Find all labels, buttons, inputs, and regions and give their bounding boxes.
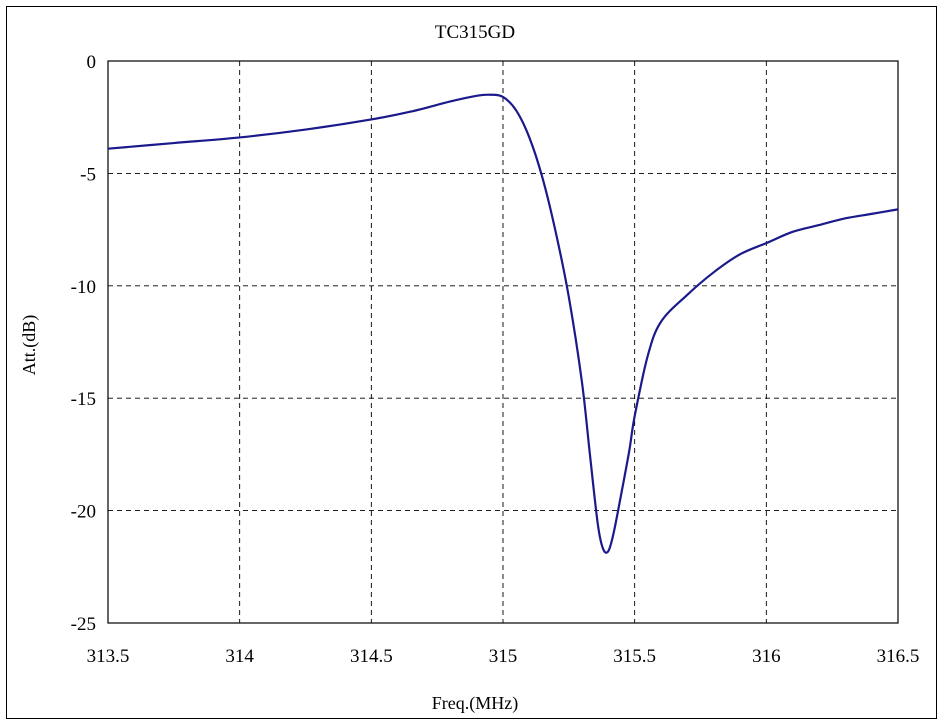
y-tick-label: -5 bbox=[80, 164, 96, 185]
grid-lines bbox=[108, 61, 898, 623]
chart-frame: TC315GD Freq.(MHz) Att.(dB) 313.5 314 314.… bbox=[6, 6, 937, 719]
y-tick-label: 0 bbox=[87, 52, 97, 73]
x-tick-label: 315.5 bbox=[613, 646, 656, 667]
attenuation-curve bbox=[107, 93, 899, 554]
y-axis-label: Att.(dB) bbox=[19, 315, 40, 376]
tick-labels: 313.5 314 314.5 315 315.5 316 316.5 0 -5 -10 -15 -2… bbox=[71, 52, 920, 667]
y-tick-label: -15 bbox=[71, 389, 96, 410]
plot-area bbox=[107, 60, 899, 624]
x-tick-label: 316.5 bbox=[877, 646, 920, 667]
x-axis-label: Freq.(MHz) bbox=[432, 693, 518, 714]
x-tick-label: 316 bbox=[752, 646, 781, 667]
y-tick-label: -20 bbox=[71, 502, 96, 523]
x-tick-label: 313.5 bbox=[87, 646, 130, 667]
y-tick-label: -10 bbox=[71, 277, 96, 298]
y-tick-label: -25 bbox=[71, 614, 96, 635]
x-tick-label: 315 bbox=[489, 646, 518, 667]
x-tick-label: 314 bbox=[225, 646, 254, 667]
chart-title: TC315GD bbox=[435, 22, 515, 43]
x-tick-label: 314.5 bbox=[350, 646, 393, 667]
attenuation-chart: TC315GD Freq.(MHz) Att.(dB) 313.5 314 314.… bbox=[19, 22, 920, 714]
